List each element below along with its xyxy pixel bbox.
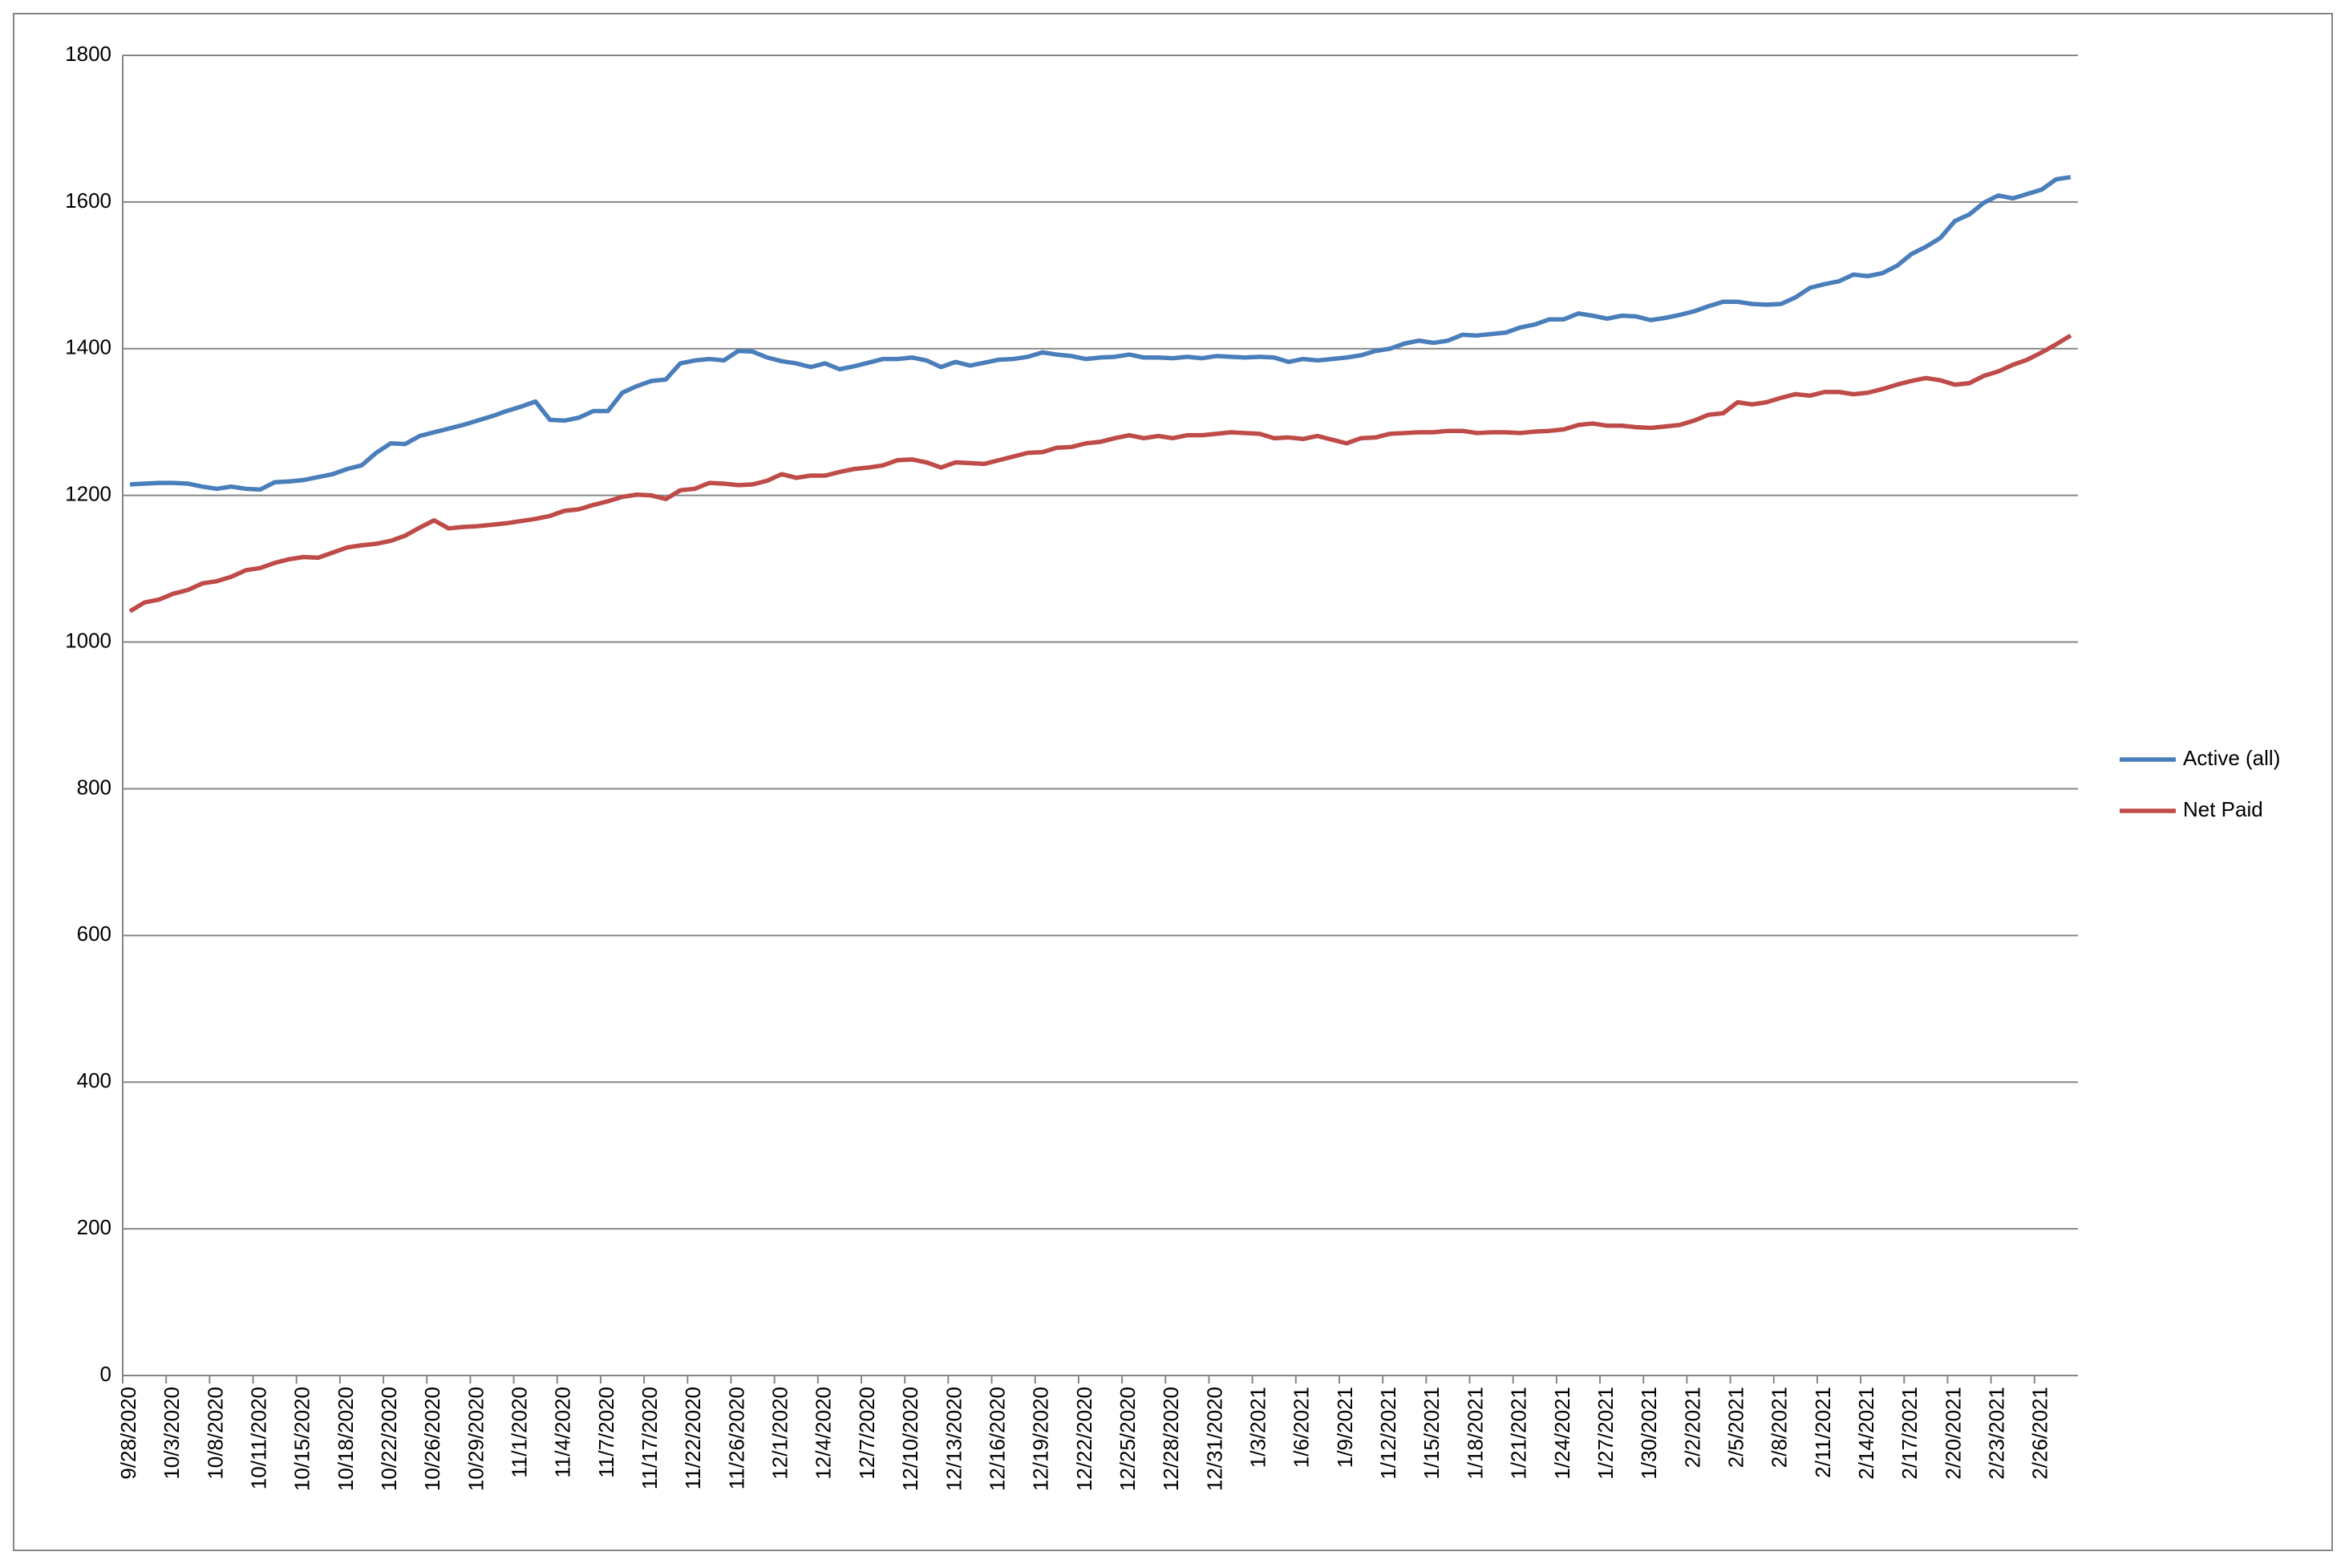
y-tick-label: 0: [100, 1362, 111, 1386]
x-tick-label: 12/10/2020: [898, 1387, 922, 1491]
x-tick-label: 2/20/2021: [1941, 1387, 1965, 1480]
x-tick-label: 2/2/2021: [1680, 1387, 1704, 1468]
x-tick-label: 1/3/2021: [1246, 1387, 1270, 1468]
y-tick-label: 1600: [65, 188, 111, 213]
y-tick-label: 400: [77, 1068, 111, 1092]
x-tick-label: 12/16/2020: [985, 1387, 1009, 1491]
chart-frame: [13, 13, 2333, 1551]
x-tick-label: 2/26/2021: [2028, 1387, 2052, 1480]
x-tick-label: 12/4/2020: [812, 1387, 836, 1480]
x-tick-label: 11/1/2020: [508, 1387, 532, 1478]
series-line: [129, 175, 2072, 492]
x-tick-label: 2/8/2021: [1768, 1387, 1792, 1468]
x-tick-label: 2/5/2021: [1723, 1387, 1748, 1468]
x-tick-label: 12/1/2020: [768, 1387, 792, 1480]
x-tick-label: 1/27/2021: [1594, 1387, 1618, 1480]
legend-label: Net Paid: [2183, 797, 2263, 821]
x-tick-label: 2/14/2021: [1854, 1387, 1878, 1480]
x-tick-label: 2/11/2021: [1811, 1387, 1835, 1478]
x-tick-label: 11/4/2020: [551, 1387, 575, 1478]
y-tick-label: 1800: [65, 42, 111, 66]
x-tick-label: 12/19/2020: [1029, 1387, 1053, 1491]
x-tick-label: 12/28/2020: [1159, 1387, 1183, 1491]
y-tick-label: 200: [77, 1215, 111, 1239]
x-tick-label: 10/8/2020: [203, 1387, 227, 1480]
x-tick-label: 12/13/2020: [942, 1387, 966, 1491]
y-tick-label: 1400: [65, 335, 111, 359]
y-tick-label: 1200: [65, 482, 111, 506]
x-tick-label: 10/29/2020: [464, 1387, 488, 1491]
x-tick-label: 2/17/2021: [1897, 1387, 1922, 1480]
x-tick-label: 10/18/2020: [334, 1387, 358, 1491]
x-tick-label: 11/17/2020: [638, 1387, 662, 1489]
x-tick-label: 12/31/2020: [1202, 1387, 1226, 1491]
x-tick-label: 1/12/2021: [1376, 1387, 1400, 1480]
x-tick-label: 1/21/2021: [1507, 1387, 1531, 1480]
x-tick-label: 1/30/2021: [1637, 1387, 1661, 1480]
series-line: [128, 333, 2072, 614]
x-tick-label: 10/11/2020: [246, 1387, 270, 1489]
x-tick-label: 11/26/2020: [724, 1387, 748, 1489]
x-tick-label: 10/15/2020: [290, 1387, 314, 1491]
x-tick-label: 2/23/2021: [1985, 1387, 2009, 1480]
x-tick-label: 1/18/2021: [1463, 1387, 1487, 1480]
x-tick-label: 1/6/2021: [1290, 1387, 1314, 1468]
y-tick-label: 1000: [65, 628, 111, 652]
x-tick-label: 10/3/2020: [160, 1387, 184, 1480]
x-tick-label: 10/22/2020: [377, 1387, 401, 1491]
x-tick-label: 1/9/2021: [1333, 1387, 1357, 1468]
y-tick-label: 800: [77, 775, 111, 799]
x-tick-label: 1/15/2021: [1420, 1387, 1444, 1480]
x-tick-label: 9/28/2020: [116, 1387, 140, 1480]
x-tick-label: 1/24/2021: [1550, 1387, 1574, 1480]
x-tick-label: 11/22/2020: [681, 1387, 705, 1489]
x-tick-label: 11/7/2020: [594, 1387, 618, 1478]
legend-label: Active (all): [2183, 746, 2280, 770]
x-tick-label: 10/26/2020: [420, 1387, 444, 1491]
x-tick-label: 12/22/2020: [1072, 1387, 1096, 1491]
x-tick-label: 12/7/2020: [855, 1387, 879, 1480]
y-tick-label: 600: [77, 922, 111, 946]
x-tick-label: 12/25/2020: [1116, 1387, 1140, 1491]
